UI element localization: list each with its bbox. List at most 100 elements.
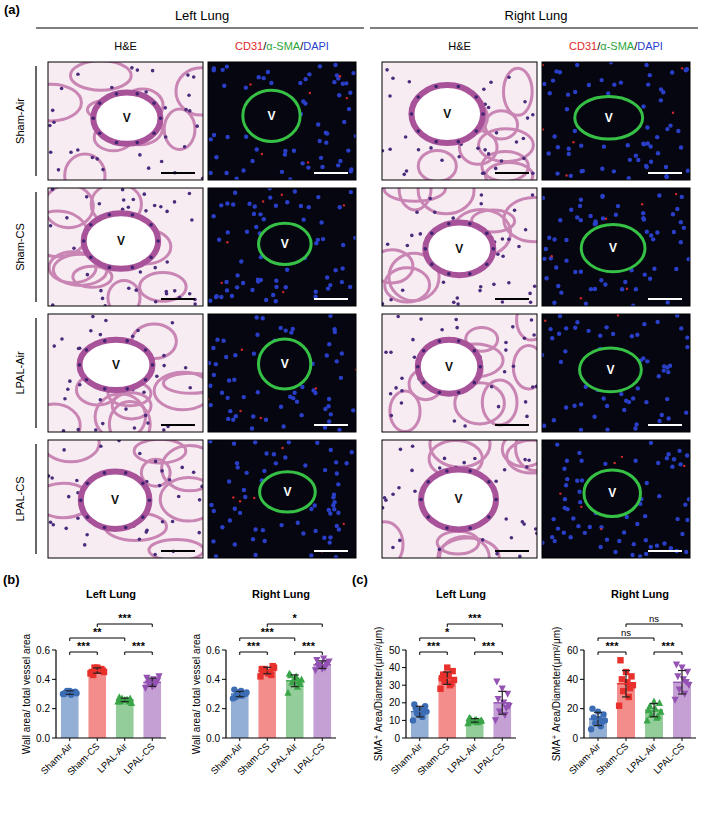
- dapi-nucleus: [256, 277, 260, 281]
- sig-bracket: [475, 652, 503, 655]
- dapi-nucleus: [274, 299, 278, 303]
- chart-title: Right Lung: [611, 588, 669, 600]
- mean-line: [466, 720, 484, 721]
- dapi-nucleus: [225, 64, 229, 68]
- dapi-nucleus: [299, 204, 303, 208]
- tile-frame: [542, 188, 690, 306]
- data-point: [492, 717, 499, 724]
- nucleus: [91, 156, 95, 160]
- nucleus: [401, 288, 405, 292]
- cd31-signal: [683, 465, 685, 467]
- nucleus: [60, 337, 64, 341]
- dapi-nucleus: [293, 189, 297, 193]
- cd31-signal: [315, 387, 317, 389]
- nucleus: [410, 234, 414, 238]
- dapi-nucleus: [651, 237, 655, 241]
- sig-bracket: [598, 638, 654, 641]
- nucleus: [193, 302, 197, 306]
- nucleus: [142, 390, 146, 394]
- nucleus: [463, 424, 467, 428]
- dapi-nucleus: [298, 81, 302, 85]
- dapi-nucleus: [271, 293, 275, 297]
- nucleus: [518, 555, 522, 558]
- y-tick-label: 0.2: [36, 703, 50, 714]
- dapi-nucleus: [678, 462, 682, 466]
- nucleus: [517, 245, 521, 249]
- nucleus: [457, 391, 461, 395]
- dapi-nucleus: [656, 461, 660, 465]
- dapi-nucleus: [283, 455, 287, 459]
- dapi-nucleus: [579, 459, 583, 463]
- dapi-nucleus: [327, 342, 331, 346]
- dapi-nucleus: [329, 448, 333, 452]
- nucleus: [398, 539, 402, 543]
- nucleus: [91, 116, 95, 120]
- nucleus: [89, 256, 93, 260]
- alveolar-wall: [437, 531, 479, 554]
- dapi-nucleus: [212, 373, 216, 377]
- nucleus: [457, 85, 461, 89]
- fluor-ground: [208, 440, 356, 558]
- dapi-nucleus: [279, 405, 283, 409]
- dapi-nucleus: [559, 290, 563, 294]
- error-cap: [498, 714, 506, 715]
- nucleus: [168, 478, 172, 482]
- y-axis: [583, 650, 584, 738]
- sig-label: ***: [468, 612, 482, 624]
- dapi-nucleus: [679, 240, 683, 244]
- dapi-nucleus: [567, 152, 571, 156]
- nucleus: [489, 81, 493, 85]
- dapi-nucleus: [580, 478, 584, 482]
- dapi-nucleus: [642, 142, 646, 146]
- nucleus: [522, 157, 526, 161]
- nucleus: [103, 471, 107, 475]
- dapi-nucleus: [575, 63, 579, 67]
- nucleus: [416, 95, 420, 99]
- nucleus: [501, 237, 505, 241]
- dapi-nucleus: [648, 73, 652, 77]
- dapi-nucleus: [245, 230, 249, 234]
- dapi-nucleus: [565, 477, 569, 481]
- dapi-nucleus: [266, 70, 270, 74]
- cd31-signal: [613, 462, 615, 464]
- nucleus: [108, 266, 112, 270]
- mean-line: [438, 677, 456, 678]
- nucleus: [442, 280, 446, 284]
- nucleus: [496, 252, 500, 256]
- nucleus: [492, 283, 496, 287]
- dapi-nucleus: [253, 527, 257, 531]
- nucleus: [405, 169, 409, 173]
- vessel-label: V: [606, 363, 614, 377]
- dapi-nucleus: [558, 218, 562, 222]
- alveolar-wall: [108, 280, 140, 306]
- tile-frame: [48, 440, 203, 558]
- dapi-nucleus: [649, 545, 653, 549]
- error-cap: [650, 703, 658, 704]
- scale-bar: [314, 172, 348, 174]
- dapi-nucleus: [322, 536, 326, 540]
- dapi-nucleus: [588, 525, 592, 529]
- nucleus: [524, 400, 528, 404]
- nucleus: [455, 326, 459, 330]
- nucleus: [531, 171, 535, 175]
- nucleus: [183, 145, 187, 149]
- vessel-label: V: [283, 485, 291, 499]
- dapi-nucleus: [333, 63, 337, 67]
- nucleus: [416, 129, 420, 133]
- dapi-nucleus: [350, 450, 354, 454]
- sma-ring: [581, 225, 645, 272]
- dapi-nucleus: [601, 396, 605, 400]
- nucleus: [192, 75, 196, 79]
- nucleus: [121, 188, 125, 192]
- sig-label: ***: [427, 640, 441, 652]
- sig-bracket: [70, 652, 98, 655]
- nucleus: [438, 391, 442, 395]
- cd31-signal: [580, 506, 582, 508]
- error-cap: [443, 671, 451, 672]
- tile-frame: [542, 314, 690, 432]
- dapi-nucleus: [624, 399, 628, 403]
- dapi-nucleus: [342, 120, 346, 124]
- dapi-nucleus: [309, 553, 313, 557]
- dapi-nucleus: [321, 237, 325, 241]
- y-tick-label: 20: [389, 697, 401, 708]
